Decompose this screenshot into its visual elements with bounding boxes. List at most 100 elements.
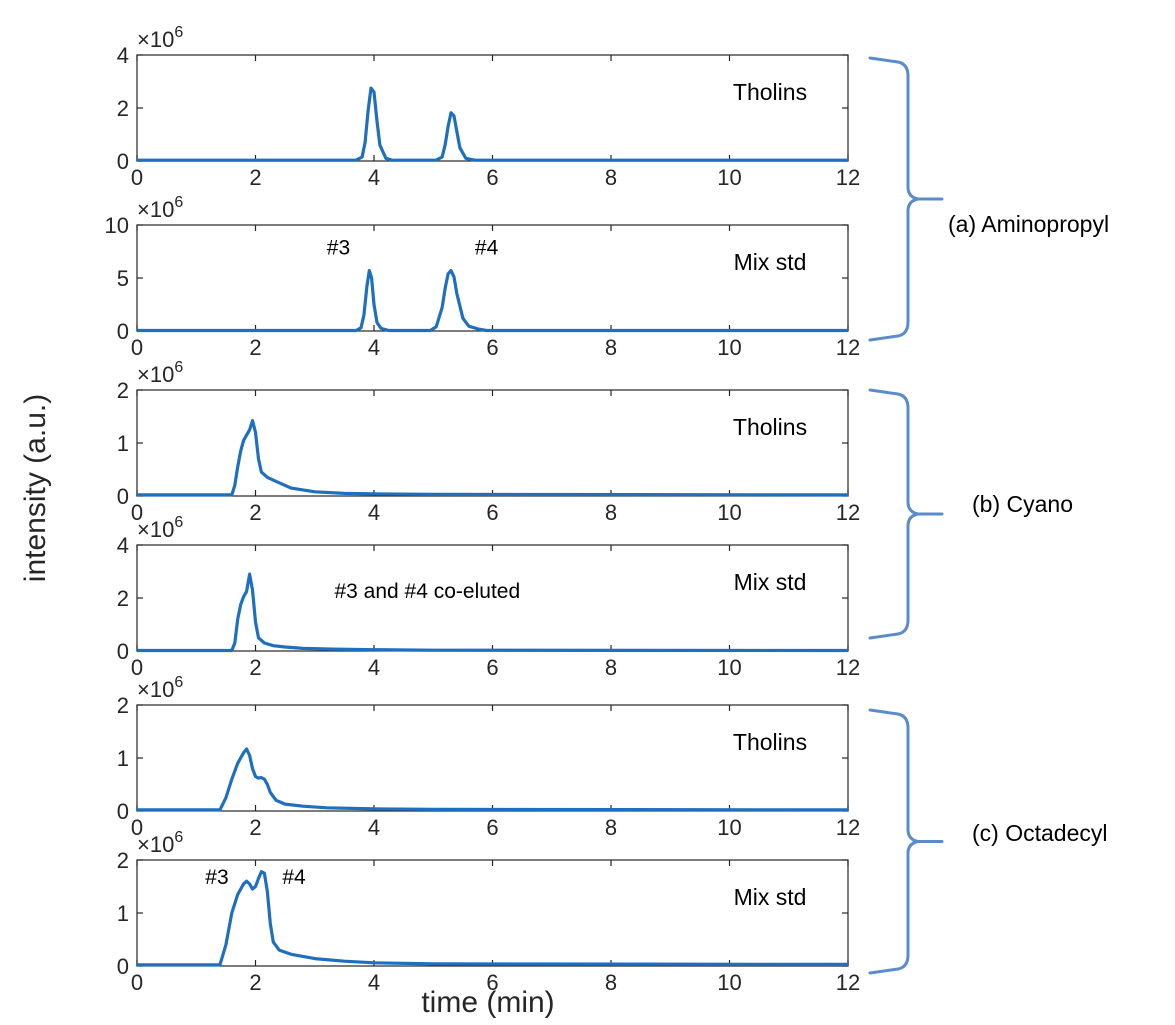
plot-frame — [136, 54, 849, 162]
y-exponent-label: ×106 — [137, 829, 183, 857]
group-brace-2: (b) Cyano — [868, 388, 1073, 640]
chromatogram-trace — [137, 419, 849, 497]
x-tick-label: 6 — [486, 500, 498, 525]
x-tick-label: 6 — [486, 335, 498, 360]
x-tick-label: 12 — [836, 165, 860, 190]
plot-frame — [136, 704, 849, 812]
brace-shape — [868, 708, 944, 975]
x-tick-label: 0 — [131, 335, 143, 360]
y-exponent-label: ×106 — [137, 514, 183, 542]
x-tick-label: 2 — [249, 335, 261, 360]
y-tick-label: 10 — [105, 213, 129, 238]
peak-annotation: #4 — [282, 866, 306, 889]
y-exponent-power: 6 — [174, 359, 183, 376]
group-brace-1: (a) Aminopropyl — [868, 56, 1109, 342]
x-tick-label: 2 — [249, 815, 261, 840]
x-tick-label: 2 — [249, 165, 261, 190]
x-tick-label: 4 — [368, 500, 380, 525]
x-tick-label: 0 — [131, 655, 143, 680]
x-tick-label: 6 — [486, 815, 498, 840]
x-tick-label: 8 — [605, 500, 617, 525]
x-tick-label: 10 — [717, 970, 741, 995]
y-exponent-power: 6 — [174, 674, 183, 691]
y-exponent-label: ×106 — [137, 359, 183, 387]
x-tick-label: 4 — [368, 815, 380, 840]
group-label: (b) Cyano — [972, 491, 1073, 517]
x-tick-label: 10 — [717, 165, 741, 190]
x-tick-label: 8 — [605, 335, 617, 360]
y-axis-label: intensity (a.u.) — [19, 394, 52, 582]
x-tick-label: 6 — [486, 165, 498, 190]
x-tick-label: 0 — [131, 165, 143, 190]
brace-shape — [868, 56, 944, 342]
x-tick-label: 6 — [486, 970, 498, 995]
x-tick-label: 12 — [836, 655, 860, 680]
y-tick-label: 4 — [117, 533, 129, 558]
x-tick-label: 10 — [717, 815, 741, 840]
y-exponent-power: 6 — [174, 514, 183, 531]
x-axis-label: time (min) — [421, 986, 554, 1019]
peak-annotation: #3 and #4 co-eluted — [334, 580, 520, 603]
y-tick-label: 0 — [117, 799, 129, 824]
y-tick-label: 2 — [117, 848, 129, 873]
y-exponent-power: 6 — [174, 24, 183, 41]
y-tick-label: 0 — [117, 149, 129, 174]
x-tick-label: 12 — [836, 335, 860, 360]
x-tick-label: 8 — [605, 655, 617, 680]
x-tick-label: 0 — [131, 970, 143, 995]
chromatogram-trace — [137, 86, 848, 162]
y-exponent-base: ×10 — [137, 517, 174, 542]
y-exponent-label: ×106 — [137, 674, 183, 702]
sample-label: Mix std — [734, 884, 807, 910]
y-tick-label: 2 — [117, 378, 129, 403]
x-tick-label: 4 — [368, 335, 380, 360]
chromatogram-trace — [137, 572, 849, 653]
y-tick-label: 4 — [117, 43, 129, 68]
x-tick-label: 0 — [131, 815, 143, 840]
sample-label: Tholins — [733, 729, 807, 755]
group-brace-3: (c) Octadecyl — [868, 708, 1107, 975]
y-exponent-power: 6 — [174, 829, 183, 846]
y-exponent-label: ×106 — [137, 24, 183, 52]
y-tick-label: 1 — [117, 431, 129, 456]
peak-annotation: #3 — [327, 237, 350, 260]
x-tick-label: 8 — [605, 970, 617, 995]
x-tick-label: 10 — [717, 500, 741, 525]
x-tick-label: 12 — [836, 500, 860, 525]
x-tick-label: 6 — [486, 655, 498, 680]
chromatogram-trace — [137, 870, 849, 967]
x-tick-label: 12 — [836, 970, 860, 995]
x-tick-label: 12 — [836, 815, 860, 840]
y-exponent-base: ×10 — [137, 27, 174, 52]
y-tick-label: 1 — [117, 746, 129, 771]
group-label: (a) Aminopropyl — [948, 211, 1109, 237]
x-tick-label: 2 — [249, 655, 261, 680]
sample-label: Tholins — [733, 414, 807, 440]
plot-frame — [136, 544, 849, 652]
x-tick-label: 0 — [131, 500, 143, 525]
y-exponent-base: ×10 — [137, 677, 174, 702]
x-tick-label: 8 — [605, 815, 617, 840]
x-tick-label: 2 — [249, 500, 261, 525]
y-tick-label: 2 — [117, 96, 129, 121]
x-tick-label: 10 — [717, 335, 741, 360]
x-tick-label: 4 — [368, 970, 380, 995]
x-tick-label: 4 — [368, 655, 380, 680]
y-tick-label: 2 — [117, 693, 129, 718]
group-label: (c) Octadecyl — [972, 820, 1107, 846]
chromatogram-trace — [137, 269, 848, 333]
peak-annotation: #3 — [205, 866, 228, 889]
plot-frame — [136, 859, 849, 967]
peak-annotation: #4 — [475, 237, 499, 260]
brace-shape — [868, 388, 944, 640]
y-exponent-power: 6 — [174, 194, 183, 211]
y-tick-label: 1 — [117, 901, 129, 926]
y-tick-label: 5 — [117, 266, 129, 291]
y-tick-label: 0 — [117, 484, 129, 509]
x-tick-label: 8 — [605, 165, 617, 190]
